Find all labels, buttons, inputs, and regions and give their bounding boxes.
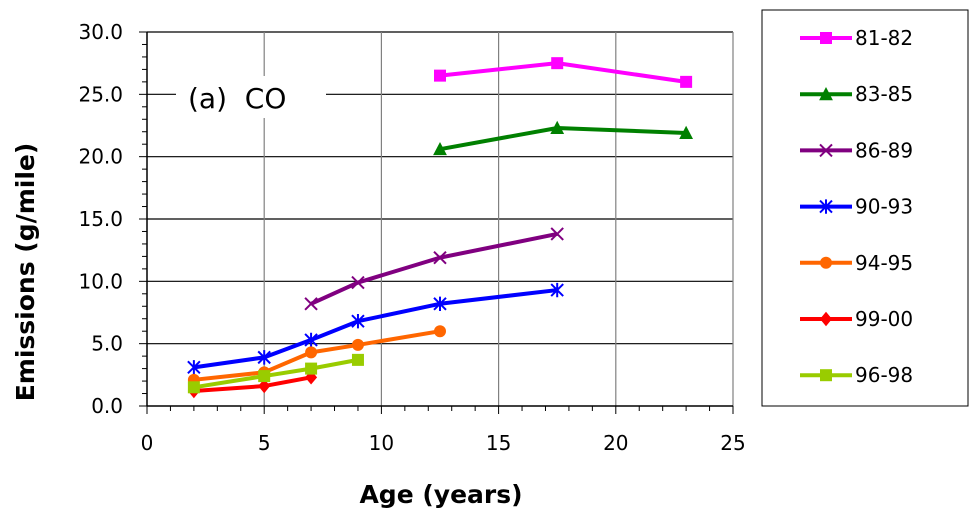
series-line: [193, 357, 359, 390]
data-point: [305, 362, 318, 375]
data-point: [550, 282, 564, 298]
series-line: [193, 288, 558, 370]
axes: [139, 31, 734, 414]
x-tick-label: 5: [258, 431, 271, 455]
series-line: [439, 125, 687, 152]
series-86-89: [304, 227, 564, 311]
y-tick-label: 5.0: [91, 332, 123, 356]
series-line: [310, 231, 558, 306]
y-tick-label: 15.0: [78, 207, 123, 231]
data-point: [679, 125, 694, 139]
legend-label: 99-00: [855, 307, 913, 331]
data-point: [187, 360, 201, 375]
y-tick-label: 25.0: [78, 82, 123, 106]
legend-item-83-85: 83-85: [800, 82, 913, 106]
y-tick-label: 30.0: [78, 20, 123, 44]
annotation-label: (a) CO: [188, 82, 286, 115]
data-point: [304, 297, 318, 311]
x-tick-label: 10: [369, 431, 394, 455]
data-point: [305, 346, 318, 359]
legend-item-81-82: 81-82: [800, 26, 913, 50]
data-point: [433, 141, 447, 156]
data-point: [351, 314, 365, 329]
legend-label: 90-93: [855, 195, 913, 219]
data-point: [433, 250, 447, 265]
series-83-85: [433, 120, 694, 156]
legend-item-96-98: 96-98: [800, 363, 913, 387]
legend-label: 86-89: [855, 138, 913, 162]
legend-box: [761, 9, 969, 407]
data-point: [551, 57, 564, 70]
y-tick-label: 20.0: [78, 145, 123, 169]
data-point: [550, 120, 565, 134]
data-point: [187, 381, 200, 394]
legend-label: 81-82: [855, 26, 913, 50]
series-81-82: [434, 57, 693, 88]
legend: 81-82 83-85 86-89 90-93 94-95 99-00 96-98: [761, 9, 969, 407]
series-96-98: [187, 353, 364, 394]
data-point: [819, 143, 833, 158]
legend-label: 94-95: [855, 251, 913, 275]
y-tick-label: 10.0: [78, 269, 123, 293]
data-point: [351, 275, 365, 290]
data-point: [258, 370, 271, 383]
x-tick-label: 15: [486, 431, 511, 455]
data-point: [433, 296, 447, 311]
data-point: [819, 199, 833, 214]
x-tick-label: 25: [720, 431, 745, 455]
data-point: [680, 75, 693, 88]
annotation: (a) CO: [176, 76, 326, 118]
data-point: [820, 311, 832, 327]
x-tick-label: 0: [141, 431, 154, 455]
tick-labels: 0.0 5.0 10.0 15.0 20.0 25.0 30.0 0 5 10 15 20 25: [78, 20, 745, 455]
data-point: [434, 69, 446, 82]
legend-item-90-93: 90-93: [800, 195, 913, 219]
data-point: [819, 87, 833, 101]
x-axis-title: Age (years): [359, 480, 522, 509]
data-point: [820, 369, 832, 382]
legend-item-94-95: 94-95: [800, 251, 913, 275]
x-tick-label: 20: [603, 431, 628, 455]
y-axis-title: Emissions (g/mile): [11, 143, 40, 402]
legend-item-86-89: 86-89: [800, 138, 913, 162]
data-point: [820, 32, 832, 44]
data-point: [257, 350, 271, 365]
series: [187, 57, 694, 399]
data-point: [820, 256, 832, 269]
data-point: [304, 332, 318, 348]
data-point: [434, 325, 446, 338]
legend-item-99-00: 99-00: [800, 307, 913, 331]
y-tick-label: 0.0: [91, 394, 123, 418]
data-point: [351, 338, 364, 351]
legend-label: 83-85: [855, 82, 913, 106]
data-point: [351, 353, 364, 366]
data-point: [550, 227, 564, 241]
series-90-93: [187, 282, 564, 375]
legend-label: 96-98: [855, 363, 913, 387]
data-point: [258, 378, 271, 394]
